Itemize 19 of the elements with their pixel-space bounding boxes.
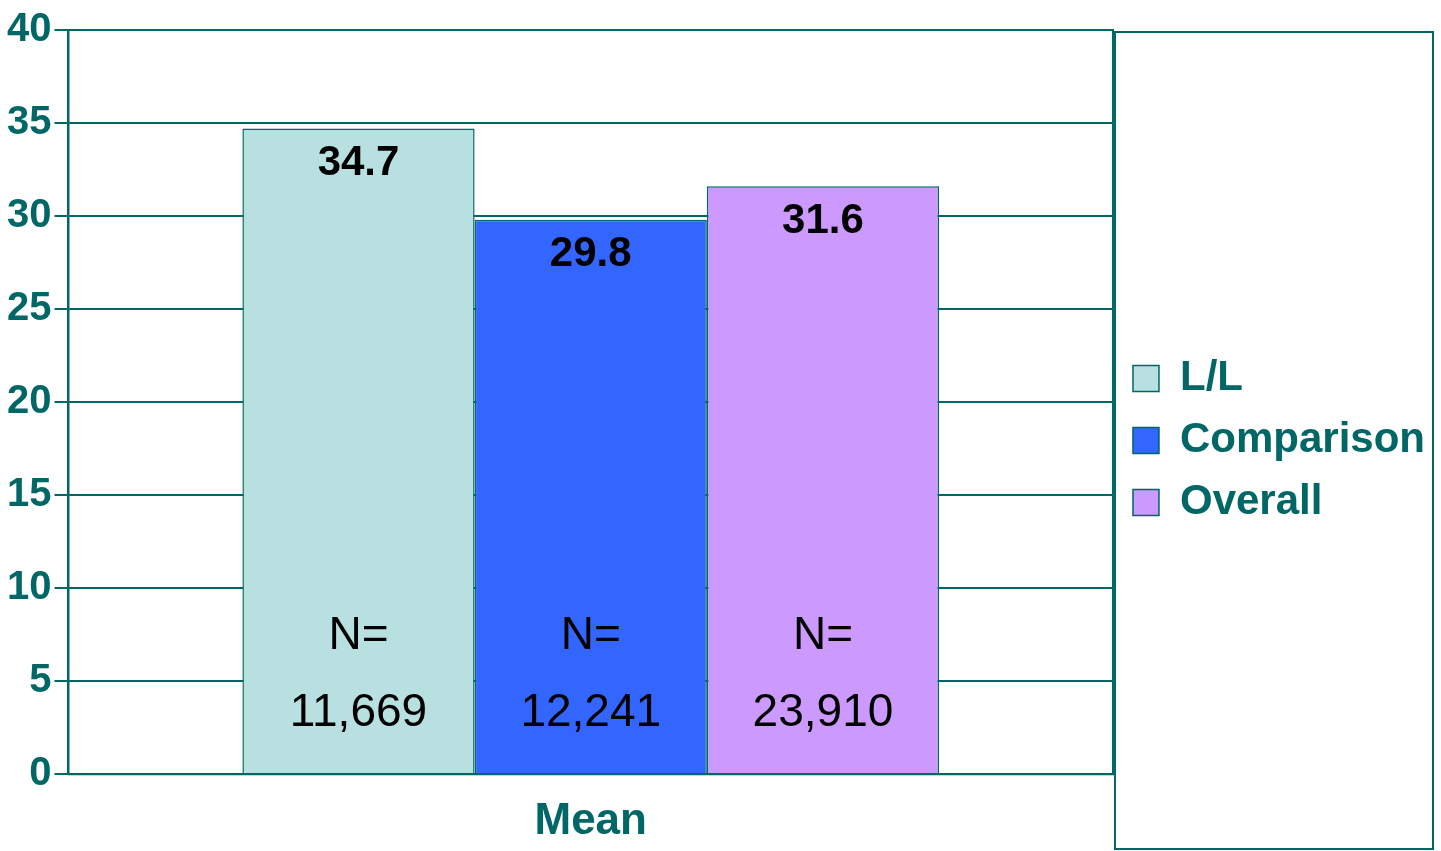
y-tick-label: 25	[6, 284, 52, 329]
legend-label: Comparison	[1179, 414, 1425, 462]
data-label: 34.7	[317, 137, 400, 185]
annotation: N= 11,669	[289, 607, 428, 737]
data-label: 31.6	[782, 194, 864, 242]
y-tick-label: 15	[6, 470, 52, 515]
y-tick-label: 5	[29, 656, 52, 701]
y-tick-label: 0	[29, 749, 52, 794]
legend-label: Overall	[1179, 476, 1323, 524]
data-label: 29.8	[549, 228, 632, 276]
y-tick-label: 35	[6, 98, 52, 143]
annotation: N= 12,241	[520, 607, 662, 737]
y-tick-label: 30	[6, 191, 52, 236]
y-tick-label: 10	[6, 563, 52, 608]
annotation: N= 23,910	[752, 607, 894, 737]
legend-label: L/L	[1179, 352, 1243, 400]
y-tick-label: 40	[6, 5, 52, 50]
y-tick-label: 20	[6, 377, 52, 422]
x-tick-label: Mean	[534, 793, 647, 843]
